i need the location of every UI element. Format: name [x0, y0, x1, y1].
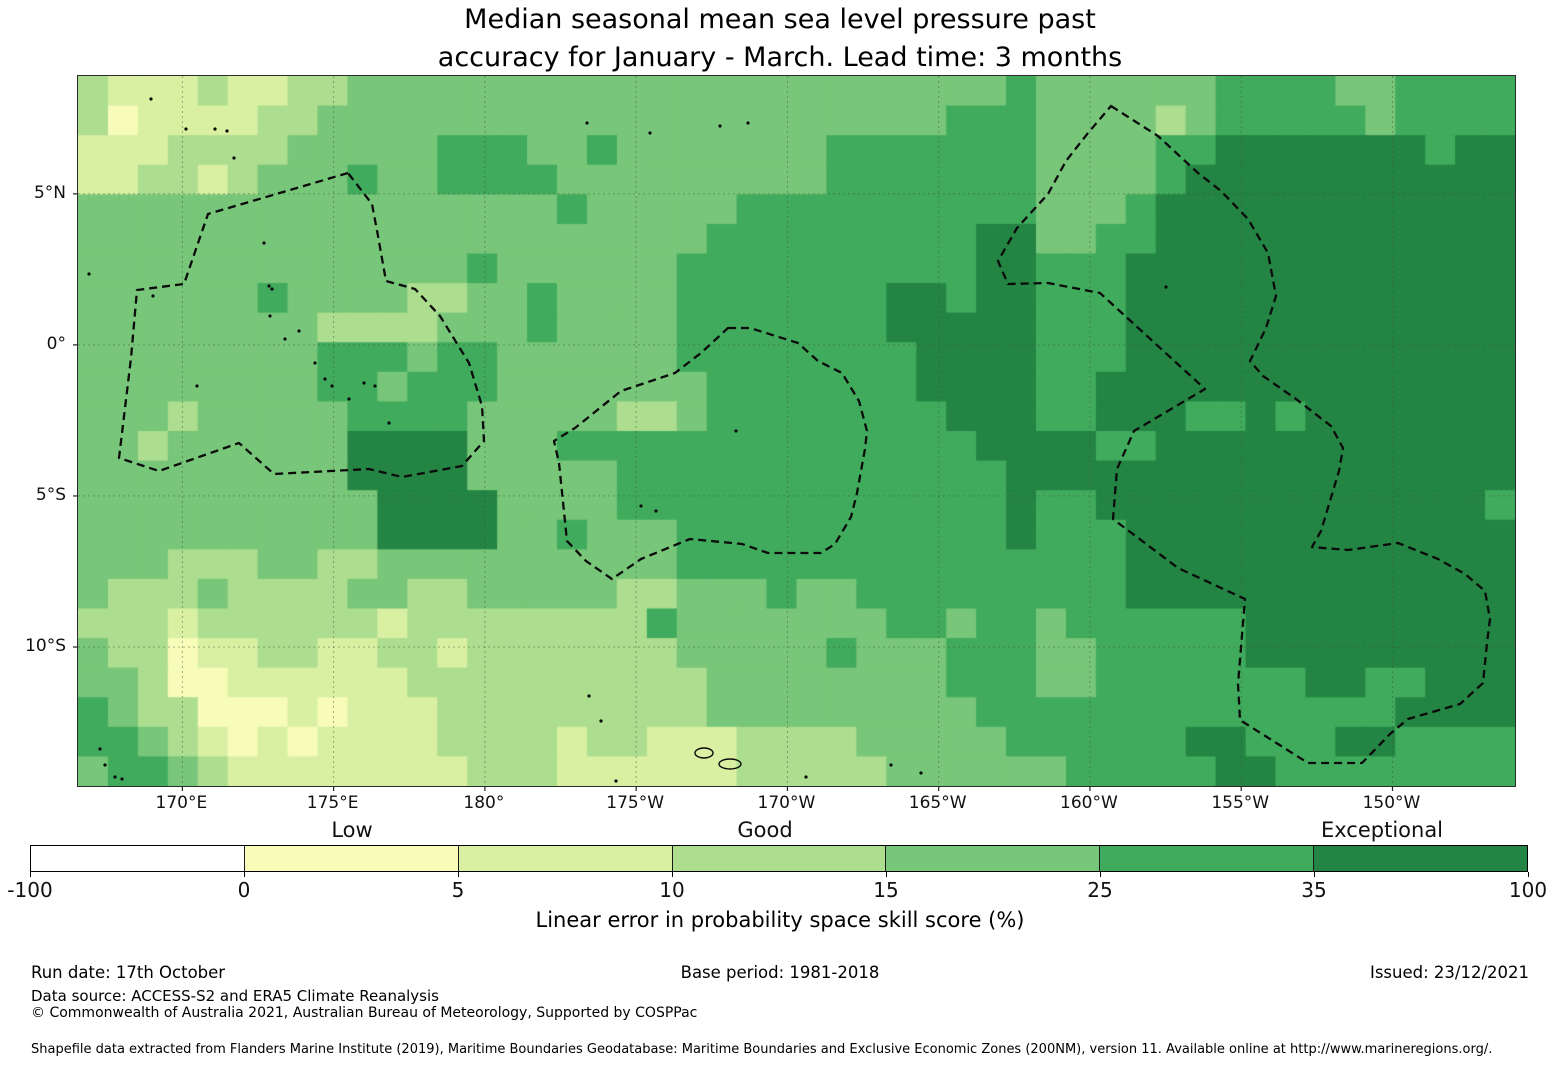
eez-boundary-west	[117, 171, 486, 479]
island-mark	[347, 397, 351, 401]
colorbar-segment	[1313, 846, 1528, 871]
island-mark	[149, 97, 153, 101]
lat-tick-label: 0°	[46, 333, 66, 354]
map-overlay	[73, 76, 1515, 791]
eez-boundary-east	[996, 104, 1492, 765]
colorbar-tick-label: 10	[659, 878, 685, 902]
island-mark	[270, 287, 274, 291]
colorbar-category-label-good: Good	[737, 818, 793, 842]
colorbar-category-label-exceptional: Exceptional	[1320, 818, 1444, 842]
chart-title-line2: accuracy for January - March. Lead time:…	[437, 42, 1123, 73]
island-mark	[718, 124, 722, 128]
island-mark	[654, 509, 658, 513]
island-mark	[919, 771, 923, 775]
island-mark	[267, 284, 271, 288]
map-area	[73, 75, 1516, 791]
copyright-text: © Commonwealth of Australia 2021, Austra…	[31, 1005, 698, 1021]
lon-tick-label: 160°W	[1060, 793, 1118, 813]
island-mark	[225, 129, 229, 133]
lon-tick-label: 175°E	[306, 793, 359, 813]
island-mark	[373, 384, 377, 388]
island-mark	[268, 314, 272, 318]
colorbar-tick	[244, 872, 245, 877]
island-mark	[804, 775, 808, 779]
island-mark	[283, 337, 287, 341]
data-source-text: Data source: ACCESS-S2 and ERA5 Climate …	[31, 987, 439, 1005]
colorbar-tick-label: 100	[1508, 878, 1548, 902]
island-mark	[98, 747, 102, 751]
island-mark	[323, 377, 327, 381]
island-mark	[87, 272, 91, 276]
island-outline	[694, 747, 714, 759]
island-mark	[599, 719, 603, 723]
island-mark	[387, 421, 391, 425]
colorbar-category-label-low: Low	[331, 818, 373, 842]
island-outline	[718, 758, 742, 770]
lon-tick-label: 165°W	[908, 793, 967, 813]
island-mark	[213, 127, 217, 131]
island-mark	[103, 763, 107, 767]
lon-tick-label: 170°E	[155, 793, 208, 813]
colorbar-tick	[30, 872, 31, 877]
island-mark	[1164, 285, 1168, 289]
skill-heatmap-canvas	[78, 76, 1515, 786]
island-mark	[232, 156, 236, 160]
island-mark	[648, 131, 652, 135]
island-mark	[889, 763, 893, 767]
colorbar-tick-label: -100	[7, 878, 53, 902]
colorbar	[30, 845, 1528, 872]
lat-tick-label: 5°S	[35, 484, 66, 505]
colorbar-tick-label: 25	[1087, 878, 1113, 902]
lon-tick-label: 170°W	[757, 793, 816, 813]
chart-title-line1: Median seasonal mean sea level pressure …	[464, 4, 1096, 35]
lat-tick-label: 10°S	[25, 636, 66, 657]
colorbar-segment	[31, 846, 244, 871]
colorbar-segment	[1099, 846, 1314, 871]
colorbar-tick	[886, 872, 887, 877]
colorbar-tick-label: 0	[237, 878, 251, 902]
eez-boundary-central	[552, 326, 869, 581]
colorbar-segment	[243, 846, 458, 871]
island-mark	[746, 121, 750, 125]
lon-tick-label: 155°W	[1211, 793, 1270, 813]
base-period-text: Base period: 1981-2018	[680, 963, 880, 982]
island-mark	[297, 329, 301, 333]
island-mark	[614, 779, 618, 783]
island-mark	[184, 127, 188, 131]
colorbar-tick	[672, 872, 673, 877]
chart-title: Median seasonal mean sea level pressure …	[0, 1, 1560, 77]
lon-tick-label: 175°W	[606, 793, 665, 813]
colorbar-segment	[885, 846, 1100, 871]
colorbar-axis-label: Linear error in probability space skill …	[535, 908, 1025, 932]
colorbar-tick-label: 5	[451, 878, 465, 902]
island-mark	[330, 384, 334, 388]
colorbar-tick	[1314, 872, 1315, 877]
island-mark	[120, 777, 124, 781]
island-mark	[195, 384, 199, 388]
shapefile-note-text: Shapefile data extracted from Flanders M…	[31, 1042, 1493, 1057]
run-date-text: Run date: 17th October	[31, 963, 226, 982]
colorbar-tick	[1100, 872, 1101, 877]
colorbar-tick	[1528, 872, 1529, 877]
island-mark	[313, 361, 317, 365]
lon-tick-label: 150°W	[1362, 793, 1421, 813]
island-mark	[262, 241, 266, 245]
island-mark	[151, 294, 155, 298]
colorbar-tick-label: 35	[1301, 878, 1327, 902]
island-mark	[113, 775, 117, 779]
island-mark	[639, 504, 643, 508]
lon-tick-label: 180°	[463, 793, 505, 813]
colorbar-segment	[457, 846, 672, 871]
lat-tick-label: 5°N	[33, 182, 66, 203]
colorbar-tick	[458, 872, 459, 877]
island-mark	[585, 121, 589, 125]
colorbar-tick-label: 15	[873, 878, 899, 902]
island-mark	[734, 429, 738, 433]
island-mark	[362, 381, 366, 385]
issued-date-text: Issued: 23/12/2021	[1369, 963, 1529, 982]
colorbar-segment	[671, 846, 886, 871]
island-mark	[587, 694, 591, 698]
